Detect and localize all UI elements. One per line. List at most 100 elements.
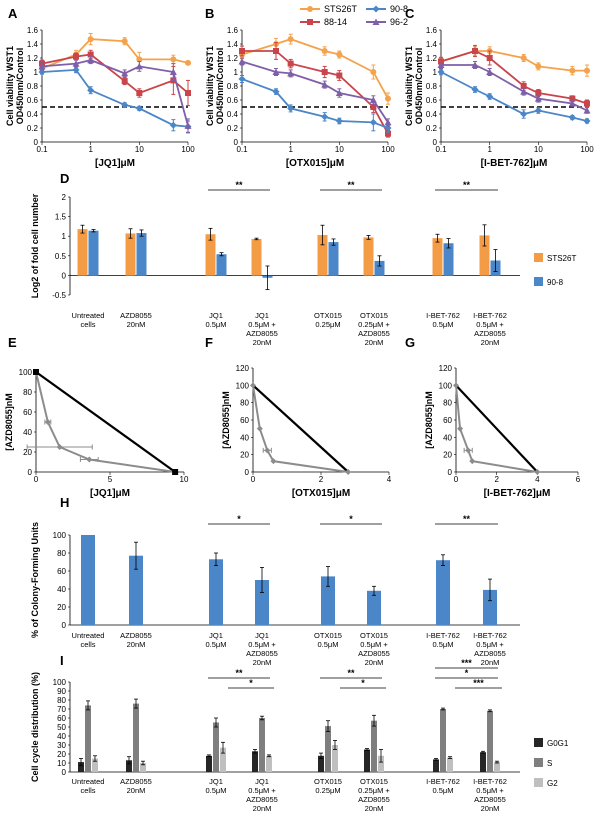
- chart-d: -0.500.511.52UntreatedcellsAZD805520nMJQ…: [30, 180, 520, 347]
- additivity-line: [455, 384, 539, 473]
- bar-sts26t: [251, 238, 262, 276]
- legend-label-d-90-8: 90-8: [547, 278, 564, 287]
- category-label: 0.5μM: [318, 640, 339, 649]
- category-label: cells: [80, 640, 95, 649]
- y-tick-label: 1: [62, 232, 67, 241]
- panel-label-G: G: [405, 335, 415, 350]
- category-label: 20nM: [481, 804, 500, 813]
- data-point-88-14: [239, 48, 245, 54]
- data-point-96-2: [520, 88, 528, 95]
- data-point-90-8: [568, 114, 576, 121]
- data-point-90-8: [72, 66, 80, 74]
- x-tick-label: 10: [180, 475, 189, 484]
- data-point-88-14: [472, 48, 479, 54]
- category-label: AZD8055: [120, 311, 152, 320]
- panel-label-I: I: [60, 653, 64, 668]
- bar-90-8: [216, 254, 227, 276]
- bar-cfu: [436, 560, 450, 625]
- y-tick-label: 60: [443, 416, 452, 425]
- y-axis-label: % of Colony-Forming Units: [30, 522, 40, 638]
- data-point: [453, 382, 459, 389]
- data-point-sts26t: [287, 36, 294, 43]
- series-line-90-8: [241, 78, 389, 129]
- y-tick-label: 0: [62, 621, 67, 630]
- bar-sts26t: [317, 235, 328, 276]
- y-tick-label: 20: [57, 603, 66, 612]
- data-point-88-14: [273, 48, 280, 54]
- category-label: 20nM: [253, 804, 272, 813]
- y-axis-label-line1: Cell viability WST1: [205, 46, 215, 126]
- y-tick-label: 1.5: [55, 213, 67, 222]
- data-point: [457, 425, 464, 432]
- legend-swatch-90-8: [534, 277, 543, 286]
- bar-90-8: [328, 242, 339, 276]
- data-point-sts26t: [336, 51, 343, 58]
- x-axis-label: [I-BET-762]μM: [484, 488, 551, 499]
- y-axis-label-line1: Cell viability WST1: [404, 46, 414, 126]
- series-line-96-2: [441, 64, 588, 112]
- bar-sts26t: [363, 237, 374, 276]
- bar-90-8: [443, 243, 454, 276]
- category-label: I-BET-762: [426, 777, 460, 786]
- data-point: [469, 458, 476, 465]
- data-point-88-14: [185, 90, 191, 96]
- y-tick-label: 1.4: [227, 40, 239, 49]
- bar-s: [133, 703, 139, 772]
- data-point-sts26t: [87, 36, 94, 43]
- category-label: JQ1: [209, 631, 223, 640]
- data-point-96-2: [135, 62, 143, 70]
- legend-swatch-s: [534, 758, 543, 767]
- bar-g0g1: [480, 752, 486, 772]
- y-tick-label: 0.8: [27, 82, 39, 91]
- x-tick-label: 6: [576, 475, 581, 484]
- data-point: [534, 469, 541, 475]
- category-label: 20nM: [365, 658, 384, 667]
- legend-label-s: S: [547, 759, 552, 768]
- data-point: [250, 382, 256, 389]
- data-point-96-2: [87, 56, 95, 64]
- x-tick-label: 0: [251, 475, 256, 484]
- data-point-96-2: [169, 68, 177, 75]
- data-point: [264, 447, 271, 454]
- data-point-90-8: [583, 117, 591, 125]
- category-label: I-BET-762: [473, 311, 507, 320]
- category-label: 0.5μM +: [476, 786, 504, 795]
- x-tick-label: 0.1: [236, 145, 248, 154]
- y-tick-label: 80: [443, 399, 452, 408]
- bar-g2: [92, 758, 98, 772]
- y-tick-label: 1: [234, 68, 239, 77]
- significance-label: **: [347, 668, 355, 678]
- data-point-sts26t: [569, 67, 576, 74]
- data-point-88-14: [520, 83, 527, 89]
- data-point-90-8: [486, 93, 494, 100]
- bar-cfu: [255, 580, 269, 625]
- panel-label-F: F: [205, 335, 213, 350]
- legend-label-96-2: 96-2: [390, 17, 408, 27]
- y-tick-label: 120: [236, 364, 250, 373]
- y-tick-label: 0.8: [426, 82, 438, 91]
- category-label: 0.5μM: [433, 786, 454, 795]
- data-point-90-8: [321, 113, 329, 121]
- y-tick-label: 1.4: [426, 40, 438, 49]
- data-point-90-8: [238, 75, 246, 83]
- y-tick-label: 100: [53, 531, 67, 540]
- significance-label: **: [347, 180, 355, 190]
- bar-sts26t: [432, 238, 443, 276]
- significance-label: **: [235, 668, 243, 678]
- bar-g2: [220, 747, 226, 772]
- y-tick-label: 100: [53, 678, 67, 687]
- data-point-88-14: [569, 95, 576, 102]
- category-label: 20nM: [481, 658, 500, 667]
- category-label: cells: [80, 786, 95, 795]
- category-label: I-BET-762: [473, 631, 507, 640]
- y-axis-label: Log2 of fold cell number: [30, 193, 40, 298]
- data-point-96-2: [287, 69, 295, 77]
- data-point: [270, 458, 277, 465]
- category-label: 0.5μM +: [248, 786, 276, 795]
- chart-f: 0 20 40 60 80 100 120 0 2 4 [OTX015]μM [AZD8055]nM: [221, 364, 392, 499]
- y-tick-label: 0.2: [426, 124, 438, 133]
- y-tick-label: 0: [234, 138, 239, 147]
- x-tick-label: 10: [534, 145, 543, 154]
- data-point-sts26t: [584, 67, 590, 74]
